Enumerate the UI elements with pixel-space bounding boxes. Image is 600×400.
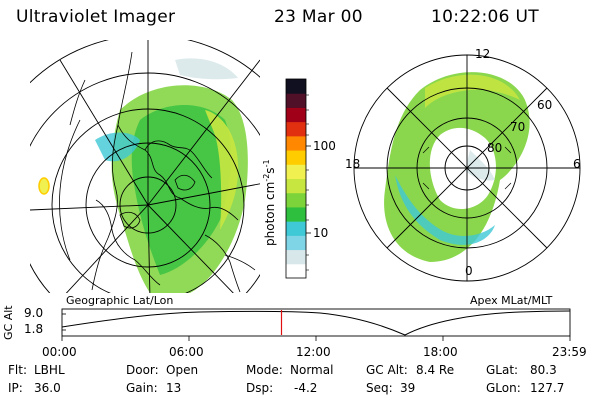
ip-value: 36.0 [34, 381, 61, 395]
mode-label: Mode: [246, 363, 283, 377]
auroral-oval-right [384, 72, 530, 262]
time-tick-0600: 06:00 [169, 345, 204, 359]
dsp-value: -4.2 [294, 381, 318, 395]
left-panel-caption: Geographic Lat/Lon [66, 294, 174, 307]
colorbar-segment [286, 249, 306, 265]
colorbar [286, 79, 306, 279]
time-tick-0000: 00:00 [42, 345, 77, 359]
door-value: Open [166, 363, 199, 377]
colorbar-segment [286, 107, 306, 123]
mlt-label-18: 18 [345, 157, 361, 171]
colorbar-segment [286, 93, 306, 108]
geographic-image [30, 40, 260, 293]
filter-value: LBHL [34, 363, 65, 377]
filter-label: Flt: [8, 363, 27, 377]
colorbar-units-label: photon cm-2s-1 [262, 159, 277, 246]
mode-value: Normal [290, 363, 334, 377]
altitude-axis-label: GC Alt [2, 305, 15, 340]
altitude-plot [61, 308, 571, 341]
right-panel-caption: Apex MLat/MLT [470, 294, 553, 307]
mlat-label-60: 60 [537, 98, 553, 112]
observation-date: 23 Mar 00 [274, 7, 363, 27]
colorbar-segment [286, 135, 306, 151]
gain-value: 13 [166, 381, 182, 395]
auroral-oval-right-bright [425, 74, 520, 108]
instrument-title: Ultraviolet Imager [16, 7, 176, 27]
colorbar-segment [286, 150, 306, 165]
apex-polar-image [384, 72, 530, 262]
gain-label: Gain: [126, 381, 158, 395]
ip-label: IP: [8, 381, 23, 395]
auroral-emission-left-bright [205, 110, 239, 230]
colorbar-tick-100: 100 [313, 139, 336, 153]
lat-lon-grid [30, 40, 260, 293]
glon-value: 127.7 [530, 381, 565, 395]
colorbar-segment [286, 263, 306, 279]
mlat-label-70: 70 [510, 120, 526, 134]
colorbar-segment [286, 235, 306, 251]
colorbar-segment [286, 221, 306, 236]
glon-label: GLon: [486, 381, 521, 395]
colorbar-tick-10: 10 [313, 226, 329, 240]
colorbar-segment [286, 192, 306, 208]
bright-spot [38, 177, 50, 195]
seq-value: 39 [400, 381, 416, 395]
auroral-emission-left-cyan2 [175, 58, 238, 80]
auroral-oval-right-cyan [395, 175, 495, 245]
glat-value: 80.3 [530, 363, 557, 377]
gcalt-label: GC Alt: [366, 363, 408, 377]
time-tick-2359: 23:59 [552, 345, 587, 359]
colorbar-segment [286, 178, 306, 194]
colorbar-segment [286, 206, 306, 222]
seq-label: Seq: [366, 381, 393, 395]
observation-time: 10:22:06 UT [431, 7, 539, 27]
mlat-label-80: 80 [487, 141, 503, 155]
altitude-tick-high: 9.0 [24, 306, 44, 320]
colorbar-segment [286, 79, 306, 94]
altitude-tick-low: 1.8 [24, 322, 44, 336]
colorbar-segment [286, 121, 306, 137]
dsp-label: Dsp: [246, 381, 274, 395]
time-tick-1200: 12:00 [296, 345, 331, 359]
auroral-emission-left-inner [131, 105, 232, 275]
colorbar-segment [286, 164, 306, 179]
mlt-label-0: 0 [465, 264, 473, 278]
mlt-label-12: 12 [475, 47, 491, 61]
coastlines [59, 51, 256, 293]
glat-label: GLat: [486, 363, 519, 377]
door-label: Door: [126, 363, 159, 377]
time-tick-1800: 18:00 [423, 345, 458, 359]
gcalt-value: 8.4 Re [416, 363, 455, 377]
mlt-label-6: 6 [573, 157, 581, 171]
mlat-mlt-grid [353, 54, 581, 282]
orbit-altitude-curve [61, 310, 571, 336]
